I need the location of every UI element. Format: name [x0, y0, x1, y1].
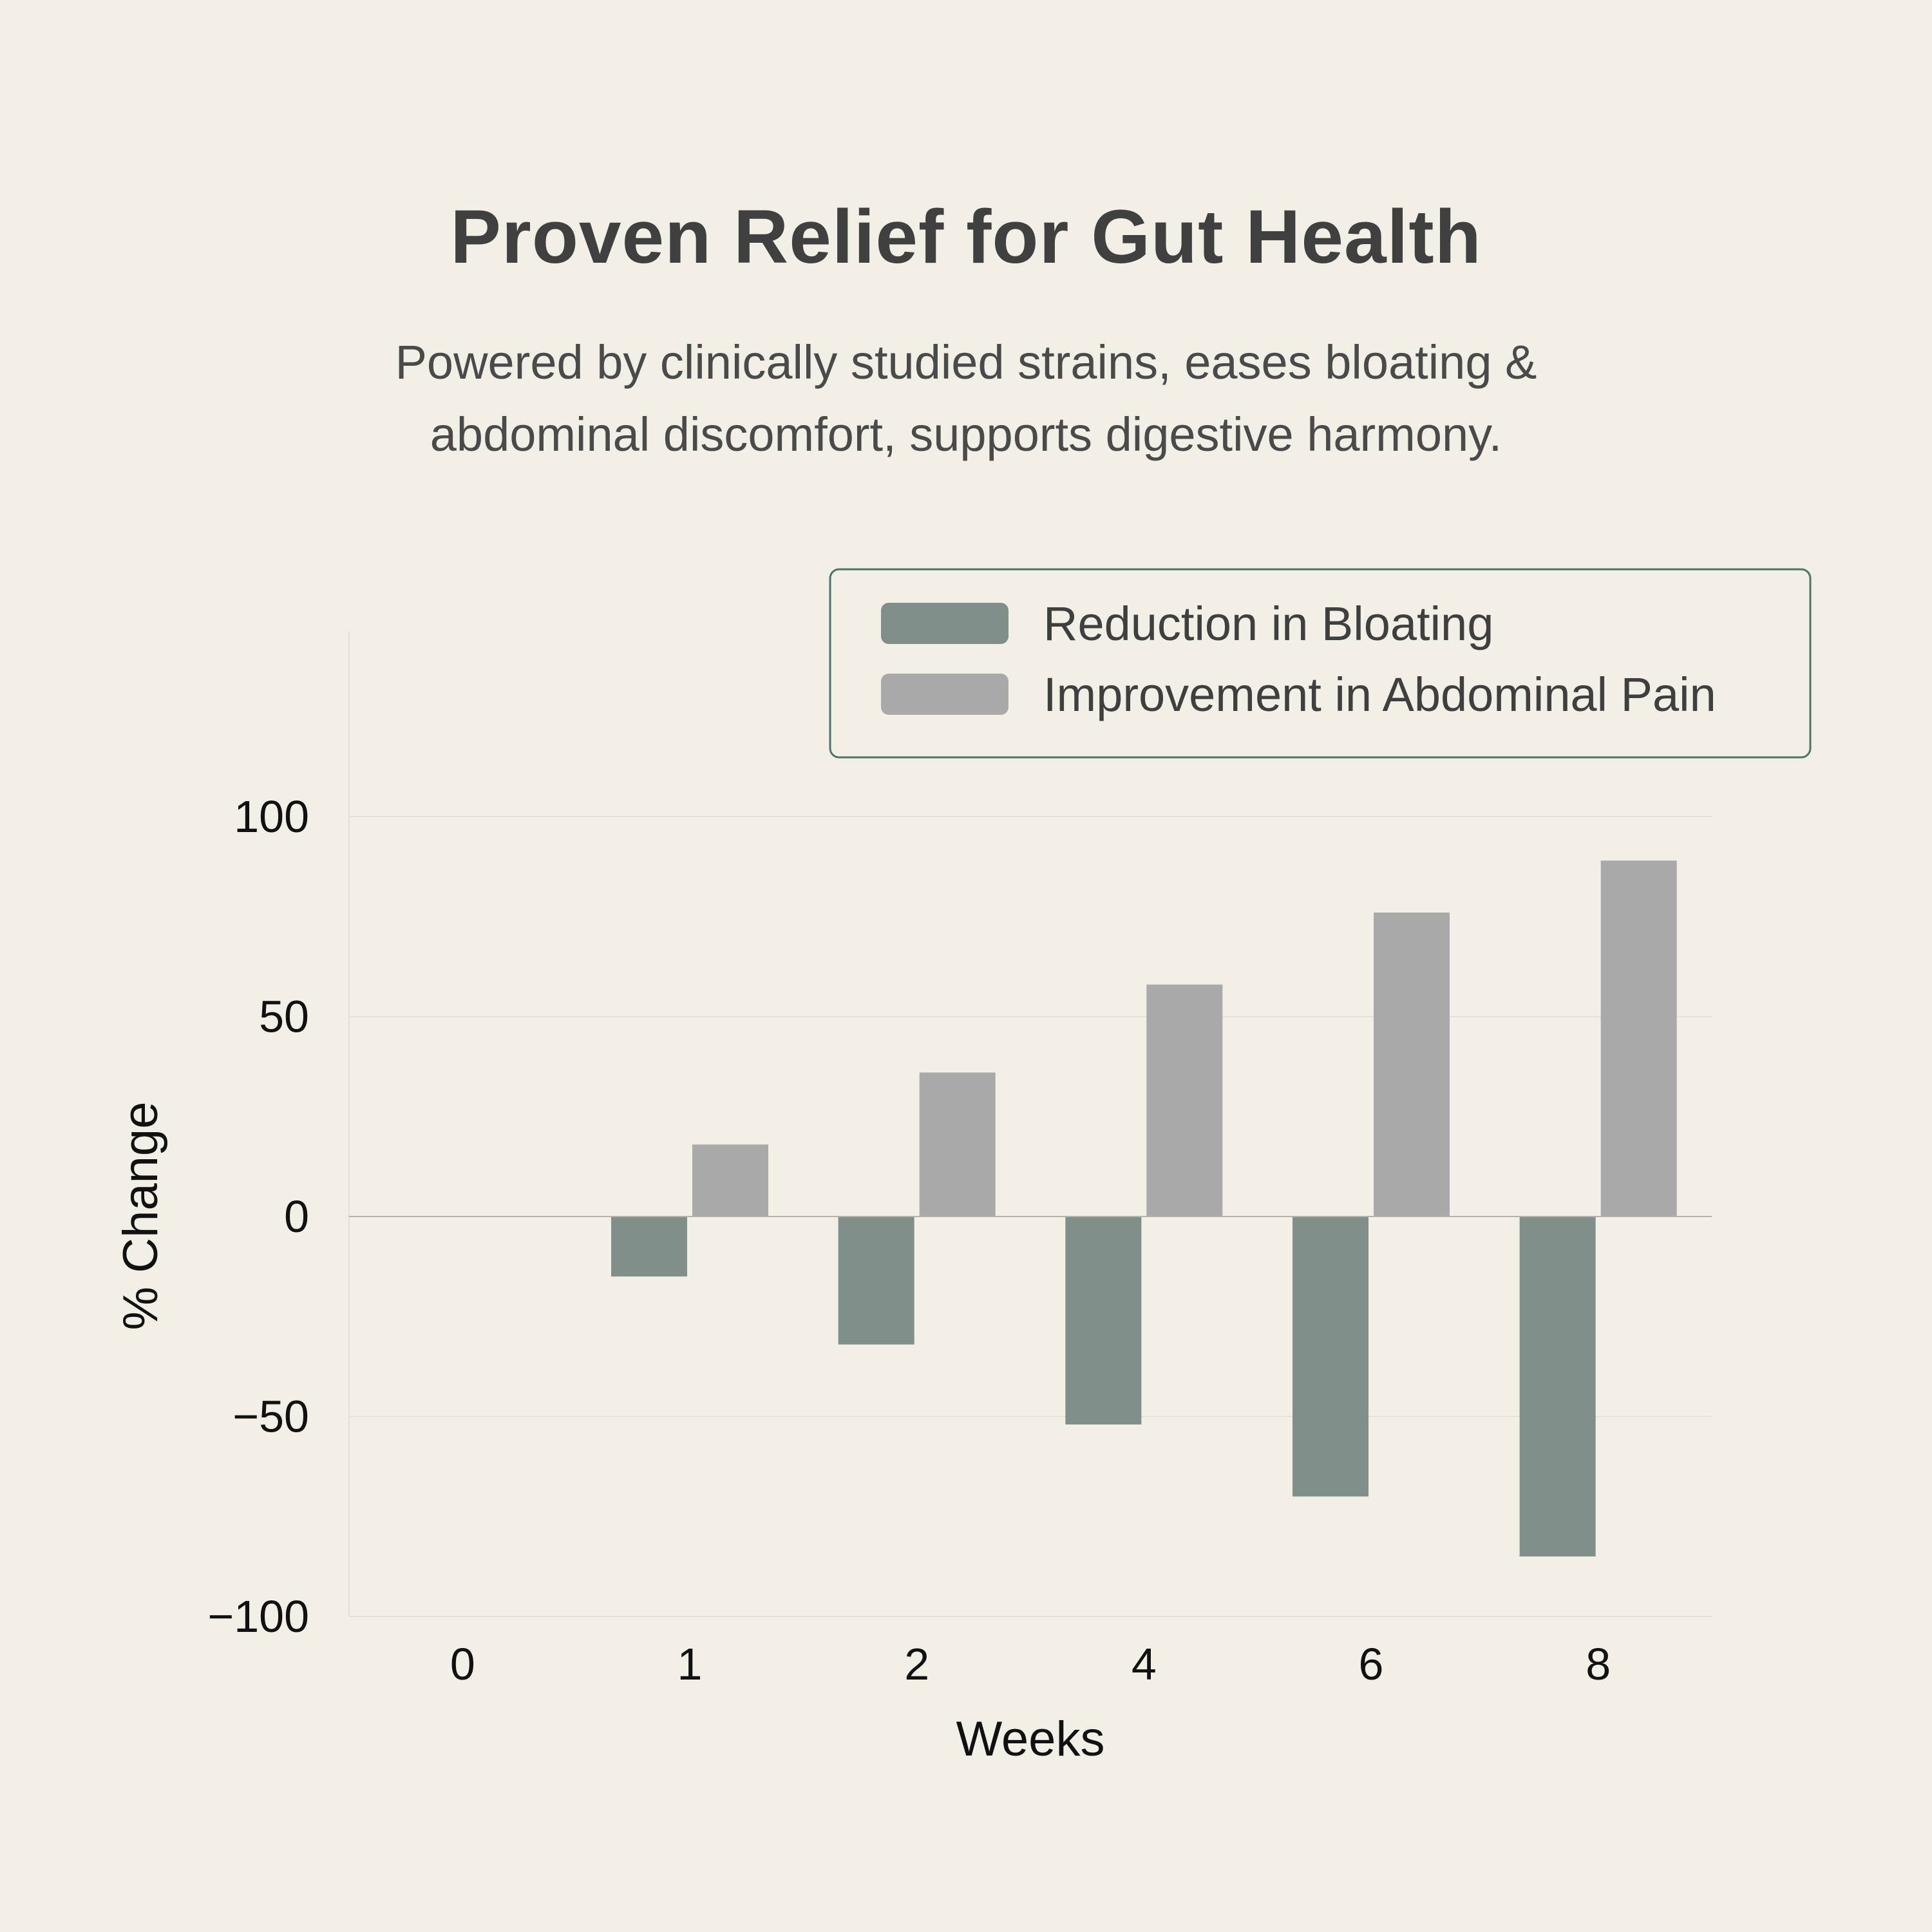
x-tick-label: 1 [677, 1639, 703, 1689]
legend: Reduction in Bloating Improvement in Abdo… [829, 568, 1812, 759]
bar-bloating [611, 1217, 687, 1277]
x-tick-label: 4 [1132, 1639, 1157, 1689]
grid-layer [348, 631, 1712, 1617]
y-tick-label: −50 [232, 1392, 309, 1442]
x-tick-label: 0 [450, 1639, 475, 1689]
bar-abdominal-pain [1600, 860, 1677, 1217]
bar-abdominal-pain [692, 1144, 768, 1217]
legend-label-abdominal-pain: Improvement in Abdominal Pain [1043, 668, 1716, 721]
chart-subtitle-line-2: abdominal discomfort, supports digestive… [430, 408, 1502, 461]
axis-layer: −100 −50 0 50 100 0 1 2 4 6 8 Weeks % Change [113, 791, 1611, 1766]
y-tick-label: 100 [234, 791, 309, 842]
y-axis-title: % Change [113, 1102, 168, 1331]
y-tick-label: 50 [259, 992, 309, 1042]
chart-title: Proven Relief for Gut Health [450, 194, 1482, 279]
bars-layer [349, 860, 1712, 1557]
legend-swatch-abdominal-pain [881, 674, 1009, 715]
legend-border [829, 568, 1812, 759]
x-tick-label: 6 [1359, 1639, 1384, 1689]
legend-label-bloating: Reduction in Bloating [1043, 597, 1493, 650]
bar-abdominal-pain [1146, 984, 1223, 1217]
legend-swatch-bloating [881, 603, 1009, 644]
y-tick-label: 0 [284, 1191, 309, 1242]
bar-abdominal-pain [919, 1072, 996, 1217]
bar-bloating [838, 1217, 914, 1345]
x-axis-title: Weeks [956, 1712, 1105, 1766]
y-tick-label: −100 [207, 1591, 309, 1642]
bar-bloating [1519, 1217, 1596, 1557]
chart-subtitle-line-1: Powered by clinically studied strains, e… [395, 336, 1537, 389]
x-tick-label: 8 [1586, 1639, 1611, 1689]
bar-bloating [1065, 1217, 1142, 1425]
bar-bloating [1293, 1217, 1368, 1497]
x-tick-label: 2 [904, 1639, 929, 1689]
bar-abdominal-pain [1374, 913, 1450, 1217]
